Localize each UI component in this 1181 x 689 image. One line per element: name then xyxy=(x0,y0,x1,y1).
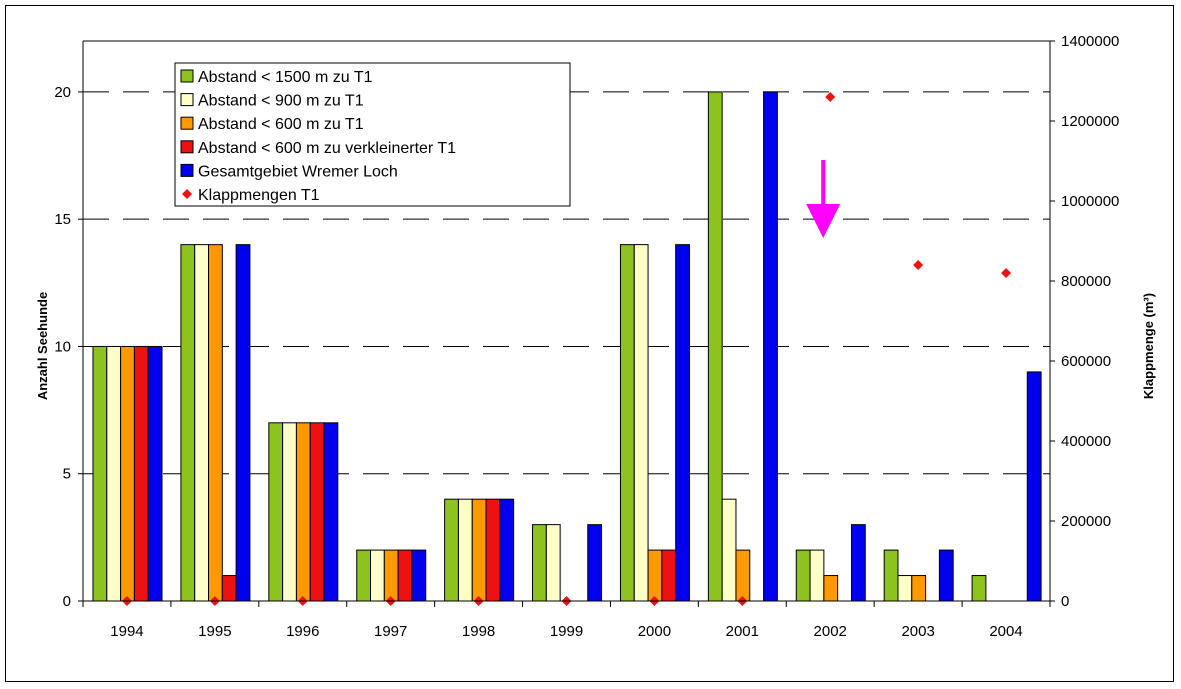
y-tick-label: 0 xyxy=(63,593,71,610)
bar xyxy=(971,575,987,602)
bar xyxy=(147,345,163,602)
bar xyxy=(721,498,737,602)
bar xyxy=(133,345,149,602)
legend-label: Abstand < 1500 m zu T1 xyxy=(198,69,373,86)
bar xyxy=(106,345,122,602)
x-tick-label: 1994 xyxy=(110,623,143,640)
legend-label: Gesamtgebiet Wremer Loch xyxy=(198,163,398,180)
bar xyxy=(194,244,210,602)
x-tick-label: 1995 xyxy=(198,623,231,640)
x-tick-label: 1997 xyxy=(374,623,407,640)
klappmenge-point xyxy=(825,92,836,102)
bar xyxy=(850,524,866,602)
x-tick-label: 1998 xyxy=(462,623,495,640)
y2-tick-label: 400000 xyxy=(1061,433,1111,450)
y2-tick-label: 1400000 xyxy=(1061,33,1119,50)
bar xyxy=(532,524,547,602)
bar xyxy=(235,244,251,602)
klappmenge-point xyxy=(1001,268,1012,278)
y-tick-label: 10 xyxy=(54,338,71,355)
bar xyxy=(587,524,603,602)
x-tick-label: 1996 xyxy=(286,623,319,640)
magenta-arrow xyxy=(806,160,841,238)
legend-box xyxy=(174,62,571,207)
bar xyxy=(911,575,927,602)
legend-swatch xyxy=(180,93,194,107)
y-tick-label: 15 xyxy=(54,211,71,228)
bar xyxy=(499,498,515,602)
bar xyxy=(883,549,899,602)
legend: Abstand < 1500 m zu T1 Abstand < 900 m zu… xyxy=(174,62,571,207)
bar xyxy=(208,244,223,602)
x-tick-label: 2000 xyxy=(638,623,671,640)
bar xyxy=(323,422,339,602)
bar xyxy=(897,575,913,602)
y2-tick-label: 200000 xyxy=(1061,513,1111,530)
y2-tick-label: 800000 xyxy=(1061,273,1111,290)
klappmenge-point xyxy=(913,260,924,270)
bar xyxy=(1026,371,1042,602)
bar xyxy=(795,549,811,602)
y-axis-title: Anzahl Seehunde xyxy=(35,292,50,400)
x-tick-label: 2003 xyxy=(901,623,934,640)
x-tick-label: 2004 xyxy=(989,623,1022,640)
bar xyxy=(647,549,663,602)
x-tick-label: 2002 xyxy=(814,623,847,640)
bar xyxy=(268,422,284,602)
x-tick-label: 1999 xyxy=(550,623,583,640)
bar xyxy=(370,549,385,602)
bar xyxy=(485,498,501,602)
legend-swatch xyxy=(182,189,192,199)
bar xyxy=(120,345,135,602)
bar xyxy=(675,244,690,602)
y2-tick-label: 1200000 xyxy=(1061,113,1119,130)
y-tick-label: 5 xyxy=(63,466,71,483)
bar xyxy=(545,524,561,602)
bar xyxy=(180,244,196,602)
bar xyxy=(309,422,325,602)
bar xyxy=(661,549,677,602)
y2-tick-label: 1000000 xyxy=(1061,193,1119,210)
bar xyxy=(471,498,487,602)
bar xyxy=(411,549,427,602)
bar xyxy=(735,549,751,602)
axes: 0 5 10 15 20 0 200000 400000 600000 800000 1000000… xyxy=(54,33,1119,640)
legend-swatch xyxy=(180,116,194,130)
bar xyxy=(397,549,413,602)
legend-label: Abstand < 600 m zu T1 xyxy=(198,116,364,133)
legend-swatch xyxy=(180,163,194,177)
bar xyxy=(92,345,108,602)
arrow-head xyxy=(806,204,841,238)
bar xyxy=(282,422,297,602)
bar xyxy=(823,575,839,602)
bar xyxy=(619,244,635,602)
x-tick-label: 2001 xyxy=(726,623,759,640)
legend-label: Abstand < 600 m zu verkleinerter T1 xyxy=(198,140,456,157)
bar xyxy=(763,91,778,602)
bar xyxy=(356,549,372,602)
y2-tick-label: 0 xyxy=(1061,593,1069,610)
bar xyxy=(633,244,649,602)
y2-tick-label: 600000 xyxy=(1061,353,1111,370)
bar xyxy=(707,91,723,602)
legend-swatch xyxy=(180,69,194,83)
bar xyxy=(809,549,825,602)
bar xyxy=(221,575,237,602)
bar xyxy=(938,549,954,602)
y2-axis-title: Klappmenge (m³) xyxy=(1141,293,1156,399)
legend-swatch xyxy=(180,140,194,154)
legend-label: Abstand < 900 m zu T1 xyxy=(198,93,364,110)
bar xyxy=(383,549,399,602)
bar xyxy=(457,498,473,602)
legend-label: Klappmengen T1 xyxy=(198,187,320,204)
y-tick-label: 20 xyxy=(54,84,71,101)
bar xyxy=(444,498,459,602)
bar xyxy=(295,422,311,602)
